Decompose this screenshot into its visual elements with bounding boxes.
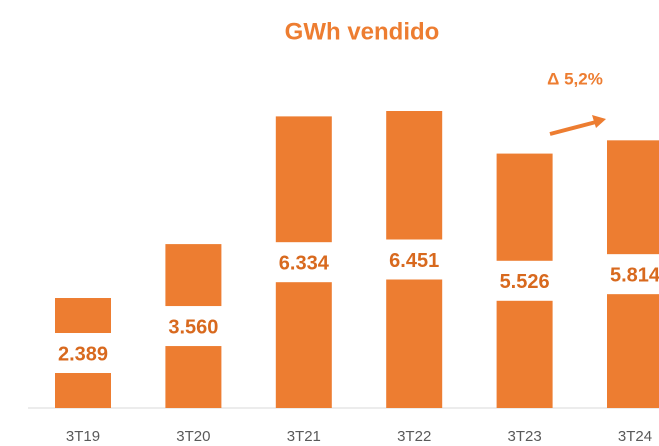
label-band xyxy=(494,260,555,301)
x-tick-label: 3T19 xyxy=(66,428,100,445)
data-label: 2.389 xyxy=(58,343,108,365)
chart-title: GWh vendido xyxy=(285,18,440,45)
data-label: 5.814 xyxy=(610,264,659,286)
x-tick-label: 3T24 xyxy=(618,428,652,445)
arrow-shaft xyxy=(549,120,597,136)
x-tick-label: 3T21 xyxy=(287,428,321,445)
label-band xyxy=(273,242,334,283)
x-tick-label: 3T23 xyxy=(507,428,541,445)
label-band xyxy=(605,254,659,295)
label-band xyxy=(53,333,113,374)
x-tick-label: 3T20 xyxy=(176,428,210,445)
label-band xyxy=(384,239,445,280)
trend-arrow xyxy=(549,115,606,136)
x-tick-label: 3T22 xyxy=(397,428,431,445)
annotation: Δ 5,2% xyxy=(547,69,603,88)
data-label: 6.451 xyxy=(389,250,439,272)
data-label: 6.334 xyxy=(279,252,330,274)
data-label: 5.526 xyxy=(500,271,550,293)
label-band xyxy=(163,306,224,347)
arrow-head xyxy=(592,115,606,128)
data-label: 3.560 xyxy=(168,316,218,338)
